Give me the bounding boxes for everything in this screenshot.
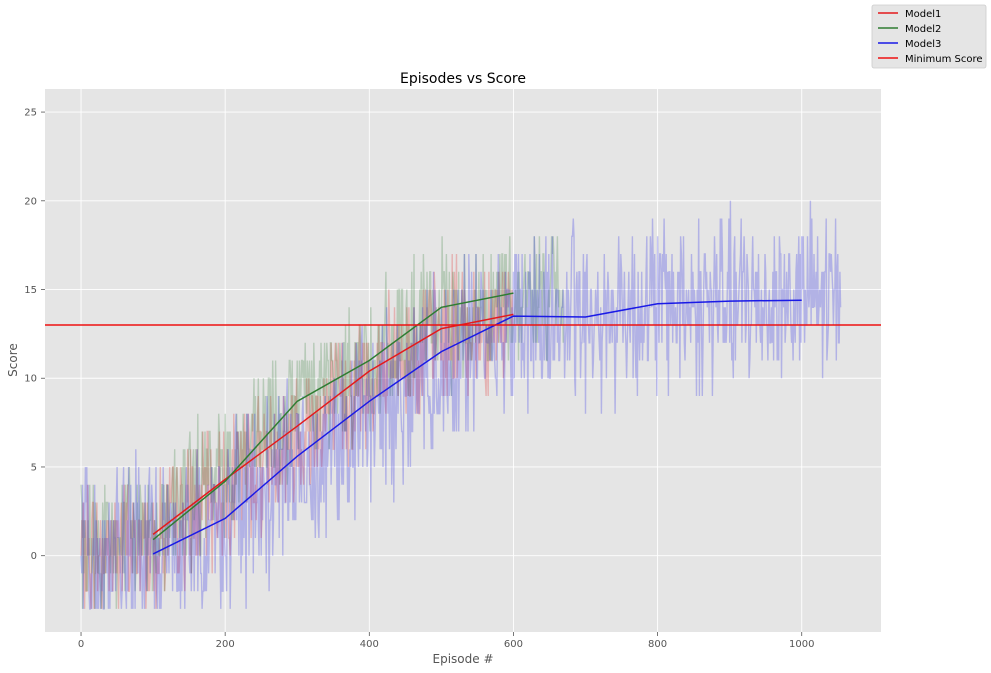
plot-background: [45, 89, 881, 632]
x-tick-label: 0: [78, 639, 84, 650]
x-tick-label: 200: [216, 639, 235, 650]
x-tick-label: 800: [648, 639, 667, 650]
y-tick-label: 25: [24, 108, 37, 119]
average-score-series: [152, 292, 802, 555]
y-tick-label: 20: [24, 196, 37, 207]
average-line-model3: [152, 299, 802, 555]
x-axis-ticks: 0 200 400 600 800 1000: [78, 632, 814, 650]
average-line-model1: [152, 313, 514, 535]
y-tick-label: 5: [31, 462, 37, 473]
y-tick-label: 10: [24, 374, 37, 385]
raw-score-series: [80, 200, 842, 610]
chart-title: Episodes vs Score: [400, 71, 526, 87]
x-axis-label: Episode #: [433, 652, 494, 666]
x-tick-label: 1000: [789, 639, 814, 650]
y-tick-label: 15: [24, 285, 37, 296]
y-axis-ticks: 0 5 10 15 20 25: [24, 108, 45, 562]
x-tick-label: 600: [504, 639, 523, 650]
average-line-model2: [152, 292, 514, 541]
raw-series-model3: [80, 200, 842, 610]
raw-series-model1: [80, 253, 514, 609]
legend: Model1 Model2 Model3 Minimum Score: [871, 4, 987, 69]
legend-label-minimum-score: Minimum Score: [905, 54, 983, 65]
legend-label-model1: Model1: [905, 9, 941, 20]
legend-box: [871, 4, 987, 69]
x-tick-label: 400: [360, 639, 379, 650]
raw-series-model2: [80, 236, 564, 609]
legend-label-model3: Model3: [905, 39, 941, 50]
y-axis-label: Score: [6, 343, 20, 377]
y-tick-label: 0: [31, 551, 37, 562]
legend-label-model2: Model2: [905, 24, 941, 35]
